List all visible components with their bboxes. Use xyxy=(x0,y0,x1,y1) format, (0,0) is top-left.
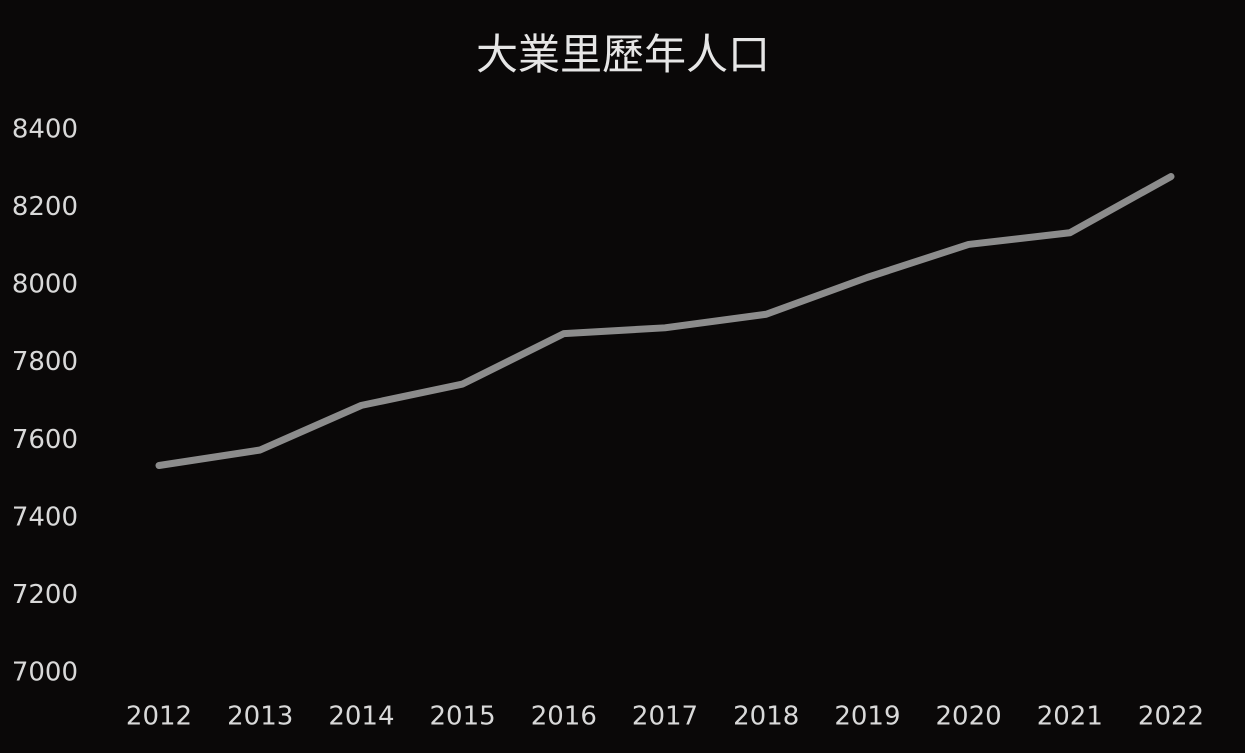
x-tick-label: 2020 xyxy=(936,702,1002,732)
y-tick-label: 8200 xyxy=(12,192,78,222)
y-tick-label: 7600 xyxy=(12,425,78,455)
y-tick-label: 7200 xyxy=(12,580,78,610)
x-tick-label: 2014 xyxy=(328,702,394,732)
x-tick-label: 2021 xyxy=(1037,702,1103,732)
x-tick-label: 2017 xyxy=(632,702,698,732)
x-tick-label: 2022 xyxy=(1138,702,1204,732)
x-tick-label: 2019 xyxy=(834,702,900,732)
x-tick-label: 2013 xyxy=(227,702,293,732)
y-tick-label: 7400 xyxy=(12,502,78,532)
y-tick-label: 7800 xyxy=(12,347,78,377)
chart-title: 大業里歷年人口 xyxy=(476,30,770,79)
x-tick-label: 2016 xyxy=(531,702,597,732)
x-tick-label: 2012 xyxy=(126,702,192,732)
x-tick-label: 2018 xyxy=(733,702,799,732)
x-tick-label: 2015 xyxy=(430,702,496,732)
y-tick-label: 8400 xyxy=(12,115,78,145)
y-tick-label: 8000 xyxy=(12,270,78,300)
y-tick-label: 7000 xyxy=(12,658,78,688)
data-line xyxy=(155,173,1175,469)
